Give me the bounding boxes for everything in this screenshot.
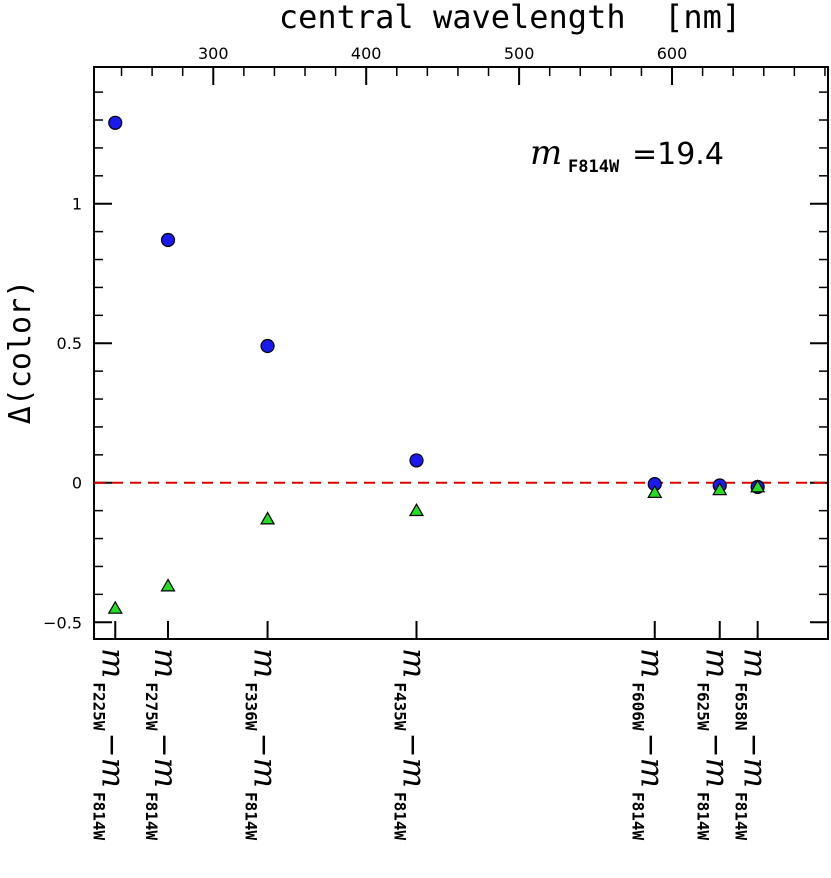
- y-axis-title: Δ(color): [3, 280, 38, 425]
- category-ref: F814W: [89, 792, 108, 841]
- triangle-point: [160, 578, 176, 592]
- category-label: mF435W−mF814W: [391, 648, 434, 841]
- category-filter: F658N: [732, 682, 751, 730]
- y-tick-label: 0: [72, 474, 82, 493]
- triangle-point: [712, 482, 728, 496]
- category-filter: F275W: [142, 682, 161, 731]
- category-m-symbol: m: [699, 758, 737, 788]
- triangle-point: [750, 479, 766, 493]
- y-tick-label: 0.5: [57, 334, 82, 353]
- y-tick-label: −0.5: [43, 613, 82, 632]
- triangle-point: [107, 600, 123, 614]
- category-m-symbol: m: [737, 758, 775, 788]
- category-ref: F814W: [629, 792, 648, 841]
- category-filter: F435W: [391, 682, 410, 731]
- category-minus: −: [396, 733, 431, 758]
- category-ref: F814W: [694, 792, 713, 841]
- tick-labels: 300 400 500 600 −0.5 0 0.5 1: [43, 44, 687, 632]
- annotation-value: =19.4: [632, 137, 724, 172]
- category-filter: F225W: [89, 682, 108, 731]
- category-m-symbol: m: [396, 758, 434, 788]
- category-m-symbol: m: [94, 758, 132, 788]
- circle-point: [160, 232, 176, 248]
- category-m-symbol: m: [634, 648, 672, 678]
- category-m-symbol: m: [247, 648, 285, 678]
- category-minus: −: [699, 733, 734, 758]
- category-m-symbol: m: [247, 758, 285, 788]
- category-label: mF658N−mF814W: [732, 648, 775, 841]
- annotation-symbol: m: [530, 133, 562, 173]
- triangle-point: [260, 511, 276, 525]
- triangle-point: [647, 484, 663, 498]
- category-m-symbol: m: [737, 648, 775, 678]
- category-minus: −: [634, 733, 669, 758]
- category-minus: −: [247, 733, 282, 758]
- top-tick-label: 300: [198, 44, 229, 63]
- category-minus: −: [94, 733, 129, 758]
- category-minus: −: [147, 733, 182, 758]
- circle-point: [260, 338, 275, 354]
- category-filter: F625W: [694, 682, 713, 731]
- category-m-symbol: m: [147, 648, 185, 678]
- annotation-subscript: F814W: [568, 157, 620, 177]
- annotation: m F814W =19.4: [530, 133, 724, 177]
- circle-point: [409, 453, 424, 468]
- top-tick-label: 400: [351, 44, 382, 63]
- category-ref: F814W: [732, 792, 751, 841]
- category-filter: F606W: [629, 682, 648, 731]
- category-label: mF275W−mF814W: [142, 648, 185, 841]
- color-category-labels: mF225W−mF814WmF275W−mF814WmF336W−mF814Wm…: [89, 648, 774, 841]
- category-label: mF336W−mF814W: [242, 648, 285, 841]
- plot-frame: [93, 66, 829, 640]
- major-ticks: [94, 67, 828, 639]
- category-minus: −: [737, 733, 772, 758]
- category-label: mF225W−mF814W: [89, 648, 132, 841]
- category-m-symbol: m: [634, 758, 672, 788]
- triangle-point: [408, 502, 425, 517]
- category-label: mF606W−mF814W: [629, 648, 672, 841]
- category-m-symbol: m: [94, 648, 132, 678]
- category-ref: F814W: [242, 792, 261, 841]
- top-tick-label: 500: [504, 44, 535, 63]
- circle-point: [108, 115, 123, 130]
- top-axis-title: central wavelength [nm]: [279, 0, 741, 36]
- data-points: [107, 115, 766, 614]
- top-tick-label: 600: [657, 44, 688, 63]
- category-ref: F814W: [391, 792, 410, 841]
- category-ref: F814W: [142, 792, 161, 841]
- category-filter: F336W: [242, 682, 261, 731]
- y-tick-label: 1: [72, 195, 82, 214]
- category-m-symbol: m: [699, 648, 737, 678]
- category-label: mF625W−mF814W: [694, 648, 737, 841]
- category-m-symbol: m: [396, 648, 434, 678]
- category-m-symbol: m: [147, 758, 185, 788]
